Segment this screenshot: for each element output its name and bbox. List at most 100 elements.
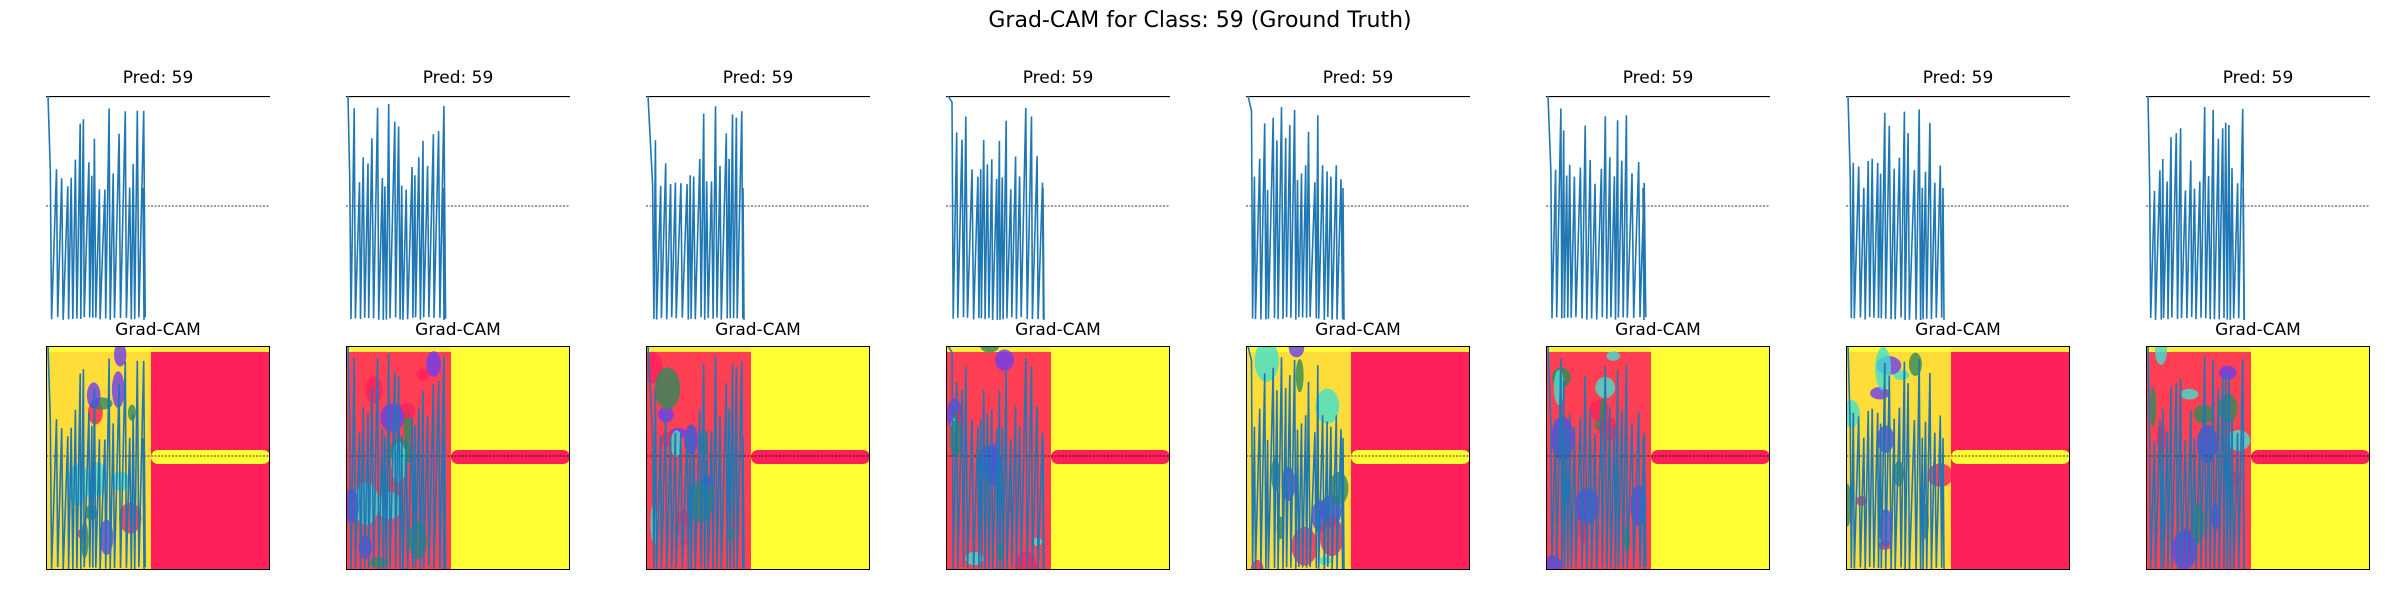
signal-line (1547, 96, 1647, 320)
signal-line (1247, 96, 1345, 320)
signal-plot (1246, 96, 1470, 320)
heat-hotspot (2156, 423, 2167, 453)
heat-band (151, 450, 270, 464)
heatmap-frame (346, 346, 570, 570)
heat-top-band (346, 346, 570, 352)
heat-top-band (1246, 346, 1470, 352)
heat-hotspot (2180, 388, 2199, 400)
signal-plot (646, 96, 870, 320)
heat-hotspot (1315, 388, 1340, 424)
signal-line (1247, 346, 1345, 570)
subplot-column-7: Pred: 59 Grad-CAM (1846, 0, 2070, 600)
signal-plot (1846, 96, 2070, 320)
heat-band (751, 450, 870, 464)
heatmap-frame (1546, 346, 1770, 570)
signal-line (2147, 346, 2246, 570)
signal-line (347, 346, 447, 570)
gradcam-title: Grad-CAM (1615, 320, 1701, 340)
heat-hotspot (426, 351, 441, 377)
signal-line (647, 96, 745, 320)
heat-hotspot (416, 368, 430, 381)
heat-top-band (1846, 346, 2070, 352)
heat-hotspot (654, 367, 681, 410)
heat-hotspot (1875, 347, 1891, 391)
heat-top-band (2146, 346, 2370, 352)
signal-plot (1546, 96, 1770, 320)
signal-plot (46, 96, 270, 320)
heat-hotspot (1870, 387, 1890, 400)
subplot-column-3: Pred: 59 Grad-CAM (646, 0, 870, 600)
heat-top-band (946, 346, 1170, 352)
gradcam-heatmap (1846, 346, 2070, 570)
gradcam-title: Grad-CAM (2215, 320, 2301, 340)
heat-band (451, 450, 570, 464)
heat-hotspot (2219, 365, 2237, 380)
heatmap-frame (646, 346, 870, 570)
gradcam-heatmap (2146, 346, 2370, 570)
heat-hotspot (2149, 386, 2157, 427)
gradcam-title: Grad-CAM (1915, 320, 2001, 340)
heat-hotspot (127, 404, 136, 421)
figure-title: Grad-CAM for Class: 59 (Ground Truth) (988, 8, 1412, 33)
signal-line (347, 96, 447, 320)
prediction-title: Pred: 59 (2222, 68, 2294, 88)
gradcam-title: Grad-CAM (1315, 320, 1401, 340)
prediction-title: Pred: 59 (1322, 68, 1394, 88)
gradcam-title: Grad-CAM (415, 320, 501, 340)
gradcam-title: Grad-CAM (715, 320, 801, 340)
heat-hotspot (1546, 555, 1562, 570)
gradcam-heatmap (946, 346, 1170, 570)
gradcam-heatmap (46, 346, 270, 570)
heat-hotspot (1288, 346, 1305, 358)
subplot-column-4: Pred: 59 Grad-CAM (946, 0, 1170, 600)
heat-band (1951, 450, 2070, 464)
heat-hotspot (380, 403, 405, 432)
gradcam-heatmap (646, 346, 870, 570)
heat-hotspot (1893, 370, 1910, 381)
gradcam-title: Grad-CAM (1015, 320, 1101, 340)
subplot-column-6: Pred: 59 Grad-CAM (1546, 0, 1770, 600)
subplot-column-2: Pred: 59 Grad-CAM (346, 0, 570, 600)
heat-band (1351, 450, 1470, 464)
signal-line (947, 96, 1045, 320)
prediction-title: Pred: 59 (1622, 68, 1694, 88)
heatmap-frame (1246, 346, 1470, 570)
gradcam-heatmap (346, 346, 570, 570)
prediction-title: Pred: 59 (1922, 68, 1994, 88)
gradcam-heatmap (1546, 346, 1770, 570)
signal-plot (2146, 96, 2370, 320)
heatmap-frame (946, 346, 1170, 570)
heat-hotspot (1295, 359, 1304, 393)
heat-top-band (46, 346, 270, 352)
signal-line (47, 96, 146, 320)
heatmap-frame (46, 346, 270, 570)
heat-hotspot (365, 376, 383, 404)
heat-hotspot (980, 346, 999, 353)
prediction-title: Pred: 59 (722, 68, 794, 88)
prediction-title: Pred: 59 (122, 68, 194, 88)
prediction-title: Pred: 59 (1022, 68, 1094, 88)
signal-line (47, 346, 146, 570)
heat-band (1651, 450, 1770, 464)
signal-plot (946, 96, 1170, 320)
signal-line (2147, 96, 2246, 320)
subplot-column-5: Pred: 59 Grad-CAM (1246, 0, 1470, 600)
heat-top-band (646, 346, 870, 352)
signal-line (1847, 96, 1945, 320)
heat-hotspot (995, 349, 1014, 371)
prediction-title: Pred: 59 (422, 68, 494, 88)
heatmap-frame (2146, 346, 2370, 570)
heat-top-band (1546, 346, 1770, 352)
heat-band (1051, 450, 1170, 464)
heat-band (2251, 450, 2370, 464)
signal-plot (346, 96, 570, 320)
heat-hotspot (1606, 351, 1621, 361)
gradcam-heatmap (1246, 346, 1470, 570)
heat-hotspot (1553, 369, 1565, 405)
heat-hotspot (114, 346, 127, 367)
heat-hotspot (2227, 430, 2251, 451)
gradcam-title: Grad-CAM (115, 320, 201, 340)
heatmap-frame (1846, 346, 2070, 570)
heat-hotspot (2155, 346, 2167, 365)
subplot-column-1: Pred: 59 Grad-CAM (46, 0, 270, 600)
